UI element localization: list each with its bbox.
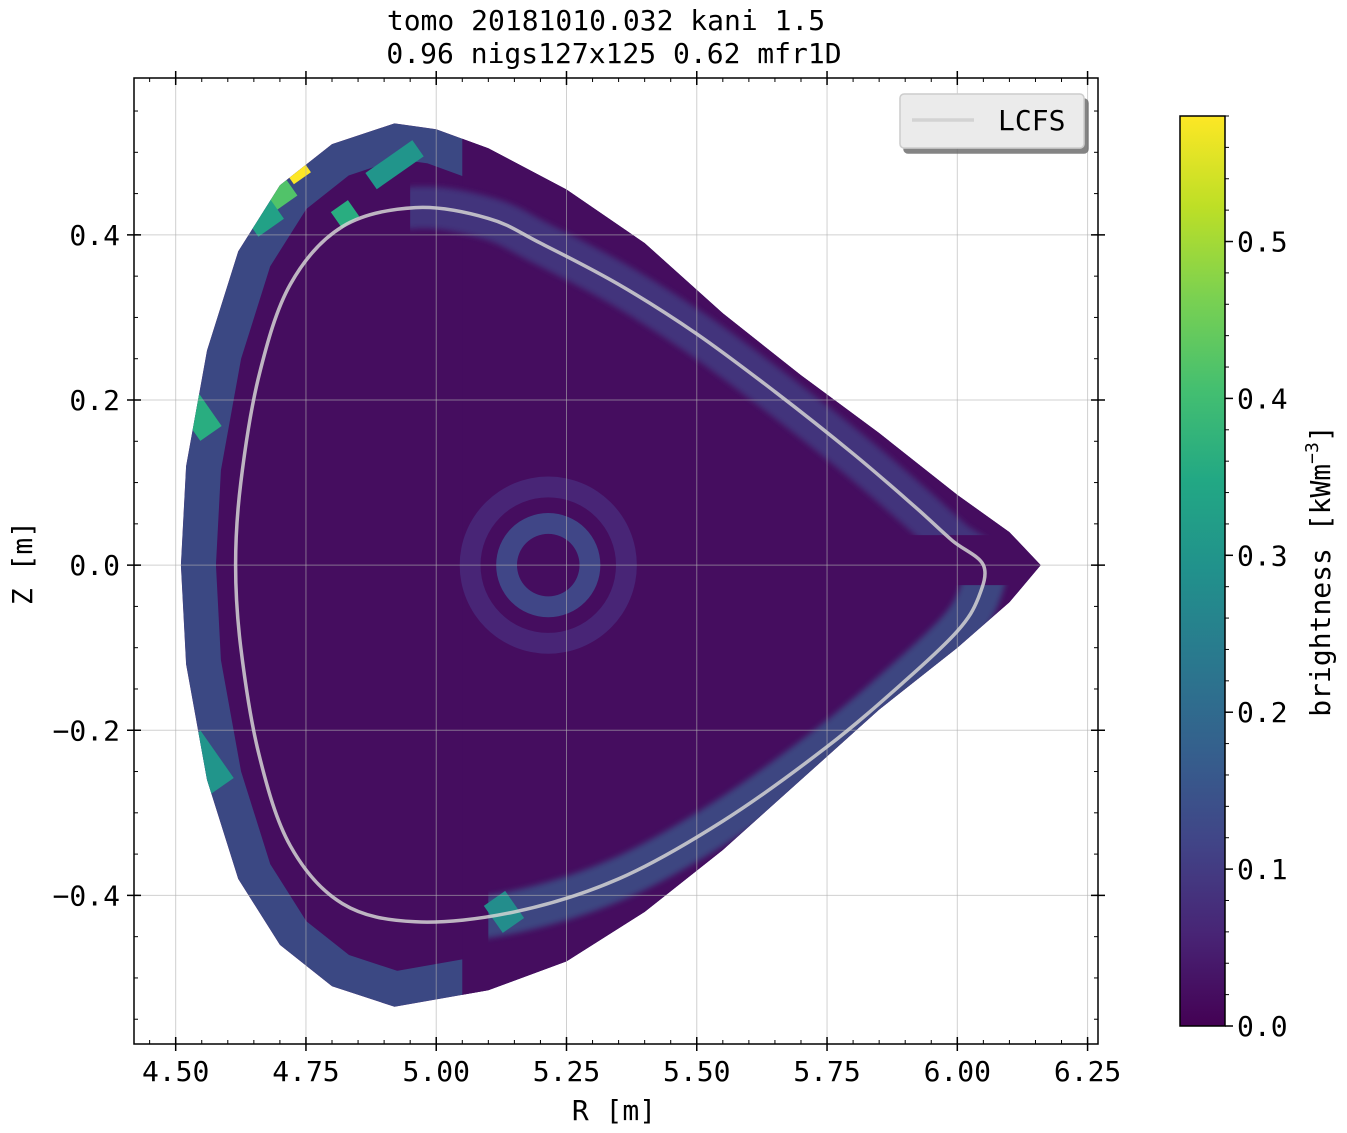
core-ring bbox=[496, 513, 601, 618]
spot-bottom bbox=[483, 890, 525, 933]
colorbar-gradient bbox=[1179, 115, 1226, 1027]
colorbar-tick-label: 0.5 bbox=[1237, 226, 1288, 259]
x-tick-label: 5.75 bbox=[793, 1055, 860, 1088]
colorbar-label-end: ] bbox=[1304, 425, 1337, 442]
x-tick-label: 5.25 bbox=[533, 1055, 600, 1088]
y-tick-label: 0.0 bbox=[69, 549, 120, 582]
colorbar-tick-label: 0.4 bbox=[1237, 382, 1288, 415]
colorbar-tick-label: 0.2 bbox=[1237, 696, 1288, 729]
x-tick-label: 6.00 bbox=[924, 1055, 991, 1088]
chart-title-line2: 0.96 nigs127x125 0.62 mfr1D bbox=[386, 37, 841, 70]
y-tick-label: 0.4 bbox=[69, 219, 120, 252]
lcfs-line bbox=[233, 205, 987, 924]
x-axis-label: R [m] bbox=[572, 1094, 656, 1127]
colorbar-tick-label: 0.1 bbox=[1237, 853, 1288, 886]
x-tick-label: 4.50 bbox=[142, 1055, 209, 1088]
legend-box bbox=[899, 93, 1085, 149]
colorbar-label: brightness [kWm−3] bbox=[1302, 425, 1337, 716]
x-tick-label: 6.25 bbox=[1054, 1055, 1121, 1088]
colorbar-tick-label: 0.3 bbox=[1237, 539, 1288, 572]
colorbar-ticks: 0.0 0.1 0.2 0.3 0.4 0.5 bbox=[1225, 115, 1288, 1043]
y-axis-label: Z [m] bbox=[6, 521, 39, 605]
x-tick-label: 4.75 bbox=[272, 1055, 339, 1088]
legend: LCFS bbox=[899, 93, 1085, 149]
plot-area: 4.50 4.75 5.00 5.25 5.50 5.75 6.00 6.25 0.4 0.2 0.… bbox=[53, 71, 1121, 1088]
x-tick-label: 5.50 bbox=[663, 1055, 730, 1088]
chart-title-line1: tomo 20181010.032 kani 1.5 bbox=[387, 4, 825, 37]
y-tick-label: 0.2 bbox=[69, 384, 120, 417]
grid bbox=[134, 78, 1098, 1044]
plot-frame bbox=[133, 77, 1099, 1045]
ticks: 4.50 4.75 5.00 5.25 5.50 5.75 6.00 6.25 0.4 0.2 0.… bbox=[53, 71, 1121, 1088]
colorbar-label-sup: −3 bbox=[1302, 442, 1323, 464]
colorbar: 0.0 0.1 0.2 0.3 0.4 0.5 brightness [kWm−3] bbox=[1179, 115, 1337, 1043]
y-tick-label: −0.2 bbox=[53, 714, 120, 747]
y-tick-label: −0.4 bbox=[53, 879, 120, 912]
x-tick-label: 5.00 bbox=[403, 1055, 470, 1088]
legend-lcfs-label: LCFS bbox=[998, 104, 1065, 137]
colorbar-label-main: brightness [kWm bbox=[1304, 464, 1337, 717]
spot-top-center bbox=[365, 140, 424, 190]
colorbar-tick-label: 0.0 bbox=[1237, 1010, 1288, 1043]
